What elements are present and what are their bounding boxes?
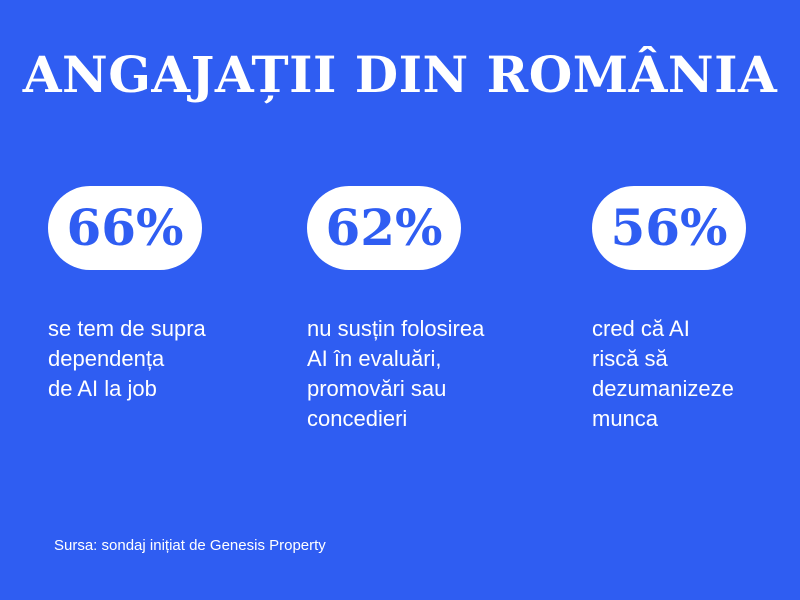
stat-description-line: dezumanizeze	[592, 376, 734, 401]
stat-description-line: munca	[592, 406, 659, 431]
stat-description: nu susțin folosirea AI în evaluări, prom…	[307, 314, 607, 434]
stat-value: 56%	[610, 198, 728, 257]
stat-value: 66%	[66, 198, 184, 257]
stat-description-line: promovări sau	[307, 376, 447, 401]
stat-description-line: nu susțin folosirea	[307, 316, 485, 341]
stat-description-line: dependența	[48, 346, 165, 371]
stat-card-2: 62% nu susțin folosirea AI în evaluări, …	[307, 186, 607, 434]
stat-value-pill: 56%	[592, 186, 746, 270]
stat-description-line: AI în evaluări,	[307, 346, 442, 371]
source-note: Sursa: sondaj inițiat de Genesis Propert…	[54, 537, 326, 554]
stat-card-3: 56% cred că AI riscă să dezumanizeze mun…	[592, 186, 800, 434]
stat-description-line: se tem de supra	[48, 316, 206, 341]
stat-description-line: riscă să	[592, 346, 668, 371]
title: ANGAJAȚII DIN ROMÂNIA	[22, 45, 778, 104]
stat-description: se tem de supra dependența de AI la job	[48, 314, 348, 404]
stat-value-pill: 62%	[307, 186, 461, 270]
stat-description-line: concedieri	[307, 406, 408, 431]
stat-description: cred că AI riscă să dezumanizeze munca	[592, 314, 800, 434]
stat-card-1: 66% se tem de supra dependența de AI la …	[48, 186, 348, 404]
stat-value: 62%	[325, 198, 443, 257]
stat-description-line: cred că AI	[592, 316, 690, 341]
stat-value-pill: 66%	[48, 186, 202, 270]
stat-description-line: de AI la job	[48, 376, 157, 401]
